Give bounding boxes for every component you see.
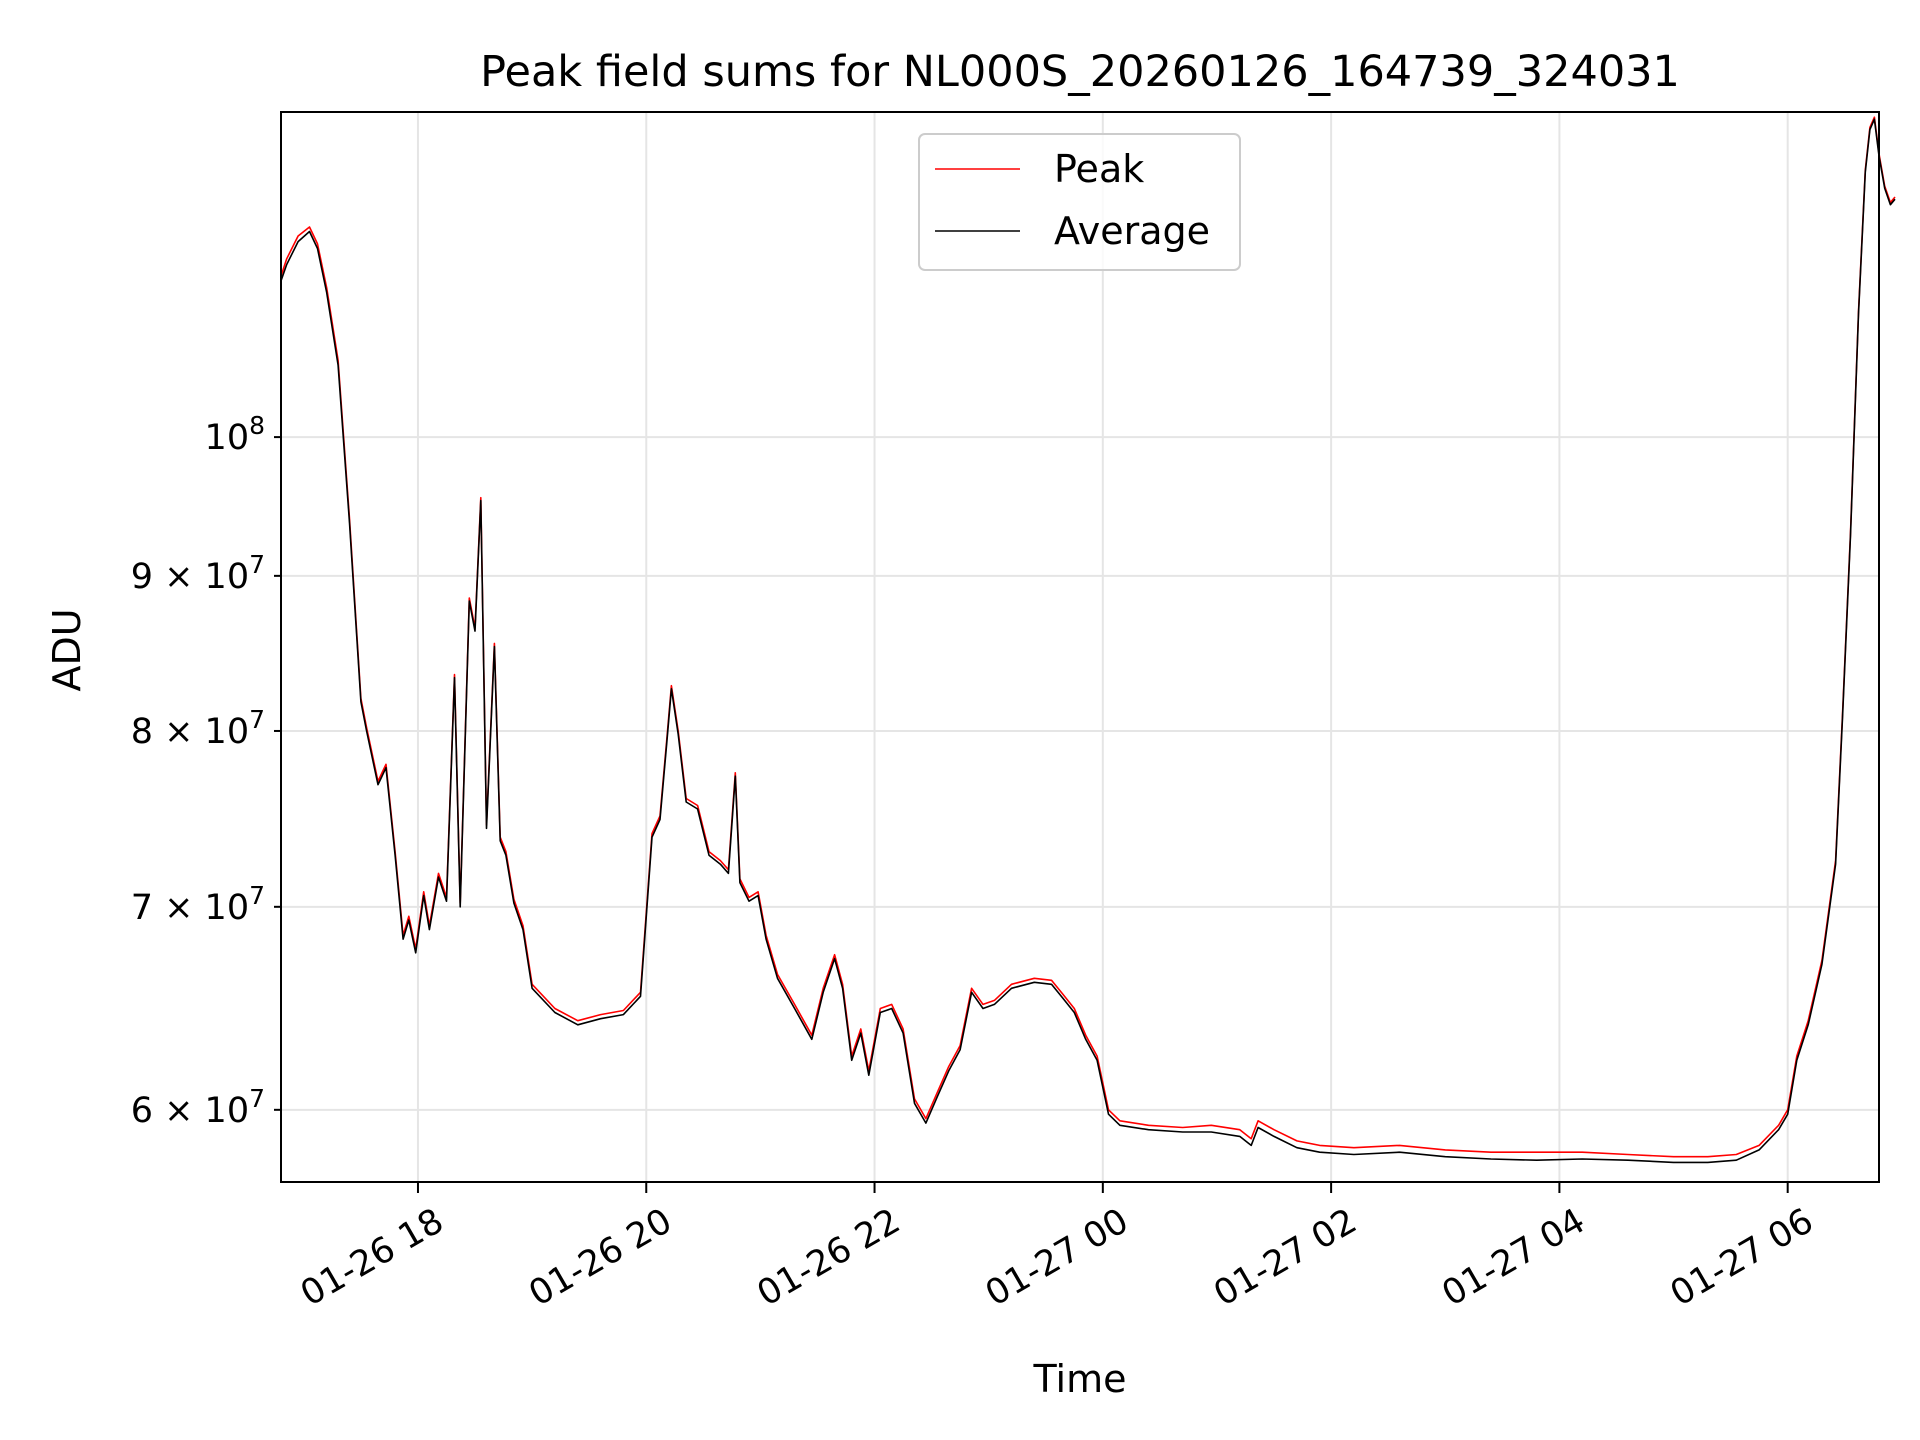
plot-frame bbox=[280, 111, 1880, 1183]
x-axis-title: Time bbox=[1033, 1357, 1127, 1401]
chart-title: Peak field sums for NL000S_20260126_1647… bbox=[480, 47, 1680, 97]
series-line-average bbox=[280, 118, 1896, 1164]
legend-box bbox=[918, 133, 1241, 271]
grid bbox=[281, 112, 1879, 1182]
y-tick-label: 6 × 107 bbox=[131, 1084, 265, 1131]
legend-label-peak: Peak bbox=[1054, 147, 1144, 191]
legend-label-average: Average bbox=[1054, 209, 1210, 253]
legend: Peak Average bbox=[918, 133, 1241, 271]
y-axis-title: ADU bbox=[45, 608, 89, 691]
y-tick-label: 9 × 107 bbox=[131, 550, 265, 597]
y-tick-label: 7 × 107 bbox=[131, 881, 265, 928]
y-tick-label: 8 × 107 bbox=[131, 705, 265, 752]
series-layer bbox=[280, 116, 1896, 1164]
